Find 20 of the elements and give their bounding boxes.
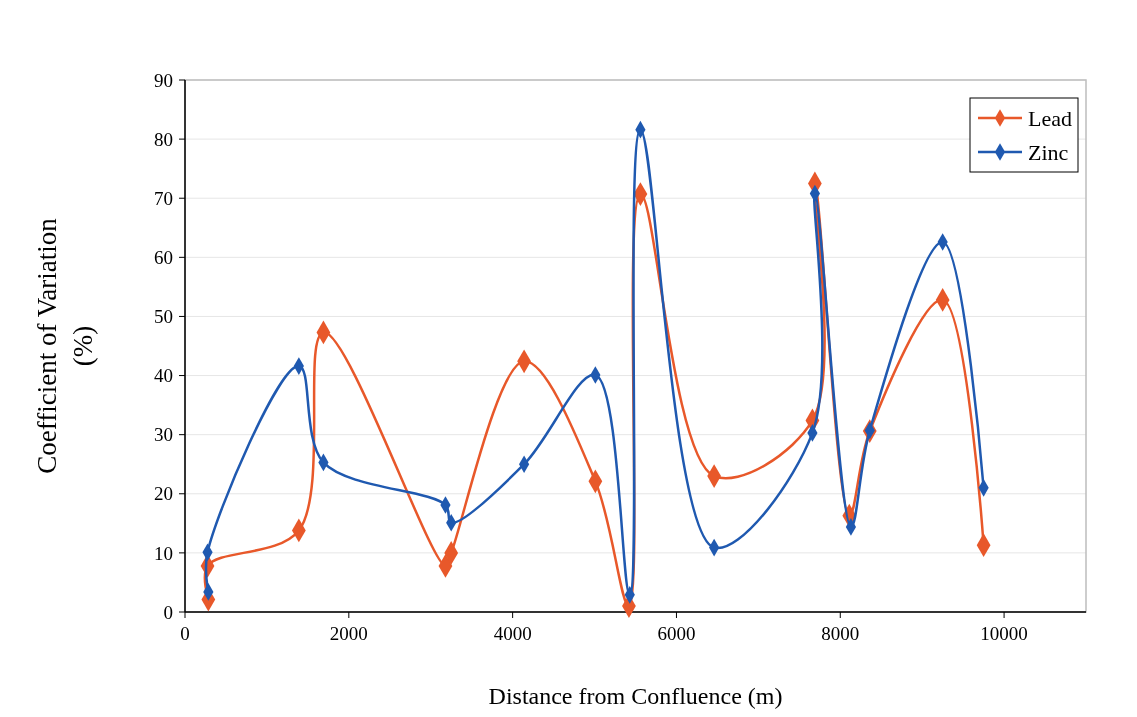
- y-tick-label: 10: [154, 542, 173, 564]
- x-axis-title: Distance from Confluence (m): [488, 683, 783, 709]
- x-tick-label: 6000: [657, 623, 696, 644]
- y-tick-label: 40: [154, 365, 173, 387]
- y-tick-label: 60: [154, 246, 173, 268]
- y-tick-label: 50: [154, 306, 173, 328]
- y-axis-title: Coefficient of Variation (%): [32, 217, 98, 474]
- y-tick-label: 70: [154, 187, 173, 209]
- y-tick-label: 80: [154, 128, 173, 150]
- legend-label: Lead: [1028, 105, 1072, 131]
- y-tick-label: 30: [154, 424, 173, 446]
- x-tick-label: 0: [180, 623, 190, 644]
- x-tick-label: 4000: [493, 623, 532, 644]
- legend-label: Zinc: [1028, 139, 1069, 165]
- y-tick-label: 90: [154, 69, 173, 91]
- x-tick-label: 10000: [980, 623, 1028, 644]
- x-tick-label: 2000: [329, 623, 368, 644]
- y-tick-label: 0: [163, 601, 173, 623]
- y-tick-label: 20: [154, 483, 173, 505]
- x-tick-label: 8000: [821, 623, 860, 644]
